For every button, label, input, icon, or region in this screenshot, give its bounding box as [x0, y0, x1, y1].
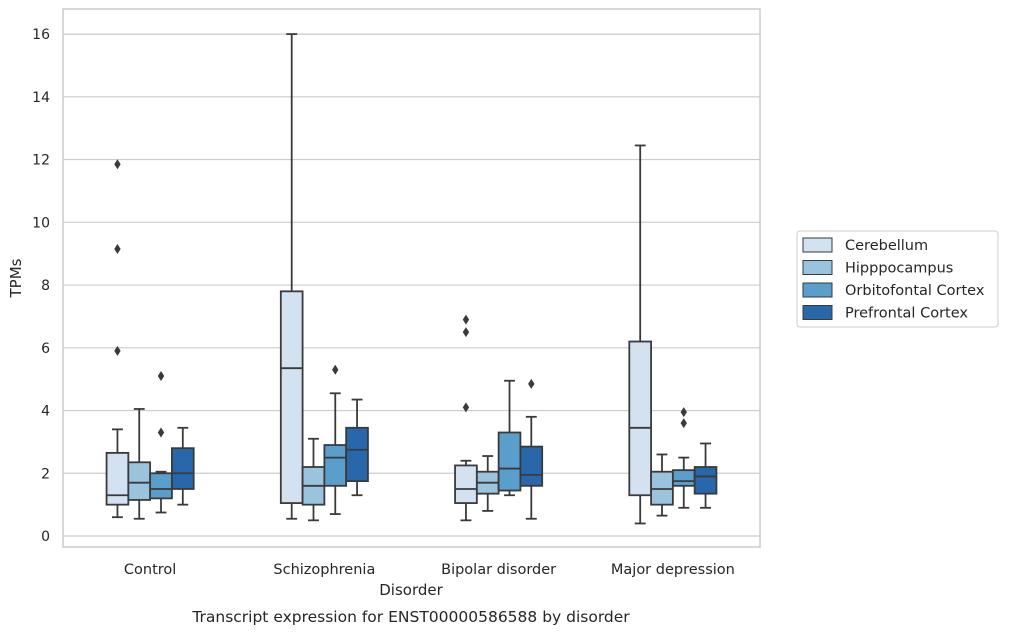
outlier-point	[114, 345, 121, 356]
box-cerebellum	[105, 159, 130, 519]
y-tick-label: 4	[41, 404, 50, 420]
outlier-point	[462, 327, 470, 338]
box-prefrontal-cortex	[693, 442, 718, 509]
box-cerebellum	[454, 314, 478, 522]
box-body	[454, 464, 478, 504]
y-tick-label: 6	[41, 341, 50, 357]
legend-label: Orbitofontal Cortex	[845, 283, 985, 299]
box-body	[127, 461, 152, 501]
box-body	[628, 340, 652, 497]
box-orbitofontal-cortex	[323, 364, 348, 515]
outlier-point	[157, 427, 165, 438]
x-axis-label: Disorder	[379, 581, 443, 599]
x-axis-ticks: Control Schizophrenia Bipolar disorder Majo…	[124, 562, 735, 578]
box-body	[279, 290, 304, 504]
y-tick-label: 14	[32, 90, 50, 106]
box-groups	[105, 33, 718, 525]
outlier-point	[114, 159, 121, 170]
box-cerebellum	[279, 33, 304, 520]
box-body	[497, 431, 522, 492]
grid-lines	[63, 33, 760, 537]
box-body	[519, 445, 544, 487]
y-axis-label: TPMs	[7, 258, 25, 298]
legend-swatch	[802, 237, 833, 253]
box-hipppocampus	[301, 437, 326, 522]
box-prefrontal-cortex	[345, 398, 369, 497]
x-tick-label: Bipolar disorder	[441, 562, 556, 578]
outlier-point	[680, 407, 687, 418]
y-axis-ticks: 0 2 4 6 8 10 12 14 16	[32, 27, 50, 545]
outlier-point	[157, 371, 165, 382]
y-tick-label: 16	[32, 27, 50, 43]
legend: Cerebellum Hipppocampus Orbitofontal Corte…	[796, 230, 999, 328]
box-prefrontal-cortex	[171, 426, 195, 506]
legend-swatch	[802, 282, 833, 298]
legend-frame	[796, 230, 999, 328]
box-body	[323, 444, 348, 487]
outlier-point	[680, 418, 687, 429]
y-tick-label: 12	[32, 153, 50, 169]
legend-label: Hipppocampus	[845, 261, 953, 277]
legend-swatch	[802, 260, 833, 275]
plot-frame	[62, 8, 761, 548]
box-orbitofontal-cortex	[497, 379, 522, 497]
box-hipppocampus	[127, 408, 152, 520]
outlier-point	[114, 243, 121, 254]
box-body	[693, 466, 718, 495]
y-tick-label: 0	[41, 529, 50, 545]
y-tick-label: 8	[41, 278, 50, 294]
box-body	[345, 426, 369, 483]
box-hipppocampus	[475, 455, 500, 512]
box-body	[671, 469, 696, 487]
legend-swatch	[802, 305, 833, 320]
legend-label: Prefrontal Cortex	[845, 306, 968, 322]
y-tick-label: 2	[41, 466, 50, 482]
box-prefrontal-cortex	[519, 378, 544, 520]
outlier-point	[528, 378, 535, 389]
box-cerebellum	[628, 144, 652, 525]
x-tick-label: Control	[124, 562, 176, 578]
box-body	[149, 472, 173, 500]
x-tick-label: Major depression	[611, 562, 735, 578]
outlier-point	[462, 314, 470, 325]
box-body	[171, 447, 195, 490]
outlier-point	[332, 364, 339, 375]
x-tick-label: Schizophrenia	[273, 562, 375, 578]
outlier-point	[462, 402, 470, 413]
y-tick-label: 10	[32, 215, 50, 231]
legend-label: Cerebellum	[845, 238, 928, 254]
box-orbitofontal-cortex	[671, 407, 696, 509]
chart-caption: Transcript expression for ENST0000058658…	[191, 608, 630, 626]
box-orbitofontal-cortex	[149, 371, 173, 514]
box-hipppocampus	[650, 453, 674, 517]
box-body	[105, 451, 130, 506]
